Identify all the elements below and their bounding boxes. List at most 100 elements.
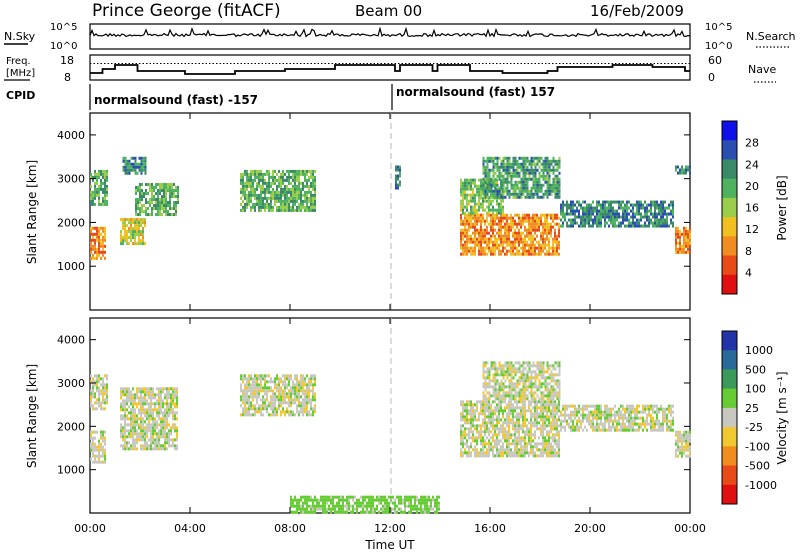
- velocity-colorbar-label: Velocity [m s⁻¹]: [775, 371, 789, 464]
- noise-right-tick-bottom: 10^0: [705, 41, 732, 52]
- velocity-ylabel: Slant Range [km]: [25, 364, 39, 468]
- colorbar-swatch: [722, 484, 737, 505]
- freq-tick-top: 18: [60, 54, 74, 67]
- colorbar-swatch: [722, 178, 737, 199]
- colorbar-swatch: [722, 217, 737, 237]
- freq-panel: Freq. [MHz] 18 8 60 0 Nave: [4, 54, 776, 84]
- cpid-row: CPID normalsound (fast) -157 normalsound…: [6, 84, 555, 110]
- x-tick-label: 04:00: [174, 522, 206, 535]
- cpid-segment-2: normalsound (fast) 157: [396, 85, 555, 99]
- x-tick-label: 12:00: [374, 522, 406, 535]
- noise-sky-trace: [89, 26, 691, 38]
- data-region: [675, 165, 691, 175]
- nave-label: Nave: [748, 63, 776, 76]
- data-region: [135, 183, 179, 217]
- data-region: [90, 226, 106, 260]
- noise-panel: N.Sky 10^5 10^0 10^5 10^0 N.Search: [4, 22, 796, 52]
- colorbar-swatch: [722, 407, 737, 428]
- colorbar-swatch: [722, 350, 737, 370]
- cpid-label: CPID: [6, 89, 35, 102]
- colorbar-tick-label: 25: [745, 402, 759, 415]
- colorbar-tick-label: -500: [745, 460, 770, 473]
- velocity-panel: Slant Range [km] 1000 2000 3000 4000: [25, 317, 691, 514]
- date-title: 16/Feb/2009: [590, 2, 684, 20]
- data-region: [560, 200, 674, 228]
- noise-right-label: N.Search: [746, 30, 796, 43]
- x-tick-label: 16:00: [474, 522, 506, 535]
- colorbar-swatch: [722, 446, 737, 467]
- freq-tick-bottom: 8: [64, 71, 71, 84]
- colorbar-swatch: [722, 274, 737, 295]
- data-region: [560, 404, 674, 432]
- data-region: [675, 226, 691, 254]
- x-tick-label: 08:00: [274, 522, 306, 535]
- data-region: [90, 169, 108, 206]
- x-axis-label: Time UT: [364, 538, 415, 552]
- frequency-trace: [90, 64, 690, 75]
- y-tick-label: 3000: [57, 173, 85, 186]
- colorbar-tick-label: 24: [745, 158, 759, 171]
- data-region: [482, 156, 561, 199]
- x-tick-label: 00:00: [674, 522, 706, 535]
- colorbar-tick-label: 1000: [745, 344, 773, 357]
- x-tick-label: 00:00: [74, 522, 106, 535]
- y-tick-label: 2000: [57, 216, 85, 229]
- nave-tick-top: 60: [708, 54, 722, 67]
- y-tick-label: 4000: [57, 334, 85, 347]
- data-region: [460, 213, 560, 256]
- cpid-segment-1: normalsound (fast) -157: [94, 93, 258, 107]
- noise-left-tick-bottom: 10^0: [50, 41, 77, 52]
- colorbar-tick-label: -100: [745, 440, 770, 453]
- y-tick-label: 1000: [57, 464, 85, 477]
- colorbar-tick-label: 20: [745, 180, 759, 193]
- data-region: [240, 374, 316, 417]
- colorbar-tick-label: 100: [745, 383, 766, 396]
- colorbar-tick-label: 16: [745, 202, 759, 215]
- x-tick-label: 20:00: [574, 522, 606, 535]
- noise-left-label: N.Sky: [4, 30, 36, 43]
- colorbar-tick-label: 4: [745, 266, 752, 279]
- colorbar-swatch: [722, 388, 737, 409]
- data-region: [120, 218, 146, 246]
- colorbar-tick-label: 12: [745, 223, 759, 236]
- colorbar-swatch: [722, 331, 737, 351]
- colorbar-swatch: [722, 465, 737, 486]
- y-tick-label: 2000: [57, 420, 85, 433]
- colorbar-swatch: [722, 140, 737, 160]
- y-tick-label: 1000: [57, 260, 85, 273]
- data-region: [90, 374, 108, 411]
- colorbar-tick-label: 500: [745, 363, 766, 376]
- freq-label-line1: Freq.: [6, 56, 31, 67]
- power-ylabel: Slant Range [km]: [25, 160, 39, 264]
- data-region: [122, 156, 147, 175]
- power-y-ticks: 1000 2000 3000 4000: [57, 129, 690, 273]
- colorbar-tick-label: 8: [745, 245, 752, 258]
- time-axis: 00:00 04:00 08:00 12:00 16:00 20:00 00:00: [74, 113, 706, 535]
- colorbar-swatch: [722, 427, 737, 447]
- nave-tick-bottom: 0: [708, 71, 715, 84]
- power-data-regions: [90, 156, 691, 260]
- colorbar-swatch: [722, 121, 737, 141]
- noise-right-tick-top: 10^5: [705, 22, 732, 33]
- data-region: [290, 495, 440, 514]
- freq-label-line2: [MHz]: [6, 68, 35, 79]
- y-tick-label: 4000: [57, 129, 85, 142]
- y-tick-label: 3000: [57, 377, 85, 390]
- velocity-y-ticks: 1000 2000 3000 4000: [57, 334, 690, 477]
- colorbar-tick-label: -1000: [745, 479, 777, 492]
- beam-title: Beam 00: [355, 2, 422, 20]
- colorbar-swatch: [722, 197, 737, 218]
- station-title: Prince George (fitACF): [92, 1, 281, 21]
- noise-left-tick-top: 10^5: [50, 22, 77, 33]
- data-region: [240, 169, 316, 212]
- velocity-colorbar: 1000 500 100 25 -25 -100 -500 -1000 Velocity [m…: [721, 330, 789, 505]
- data-region: [482, 361, 561, 401]
- colorbar-swatch: [722, 236, 737, 257]
- data-region: [90, 430, 106, 464]
- colorbar-tick-label: -25: [745, 421, 763, 434]
- colorbar-swatch: [722, 369, 737, 390]
- colorbar-swatch: [722, 255, 737, 276]
- colorbar-tick-label: 28: [745, 137, 759, 150]
- data-region: [675, 430, 691, 458]
